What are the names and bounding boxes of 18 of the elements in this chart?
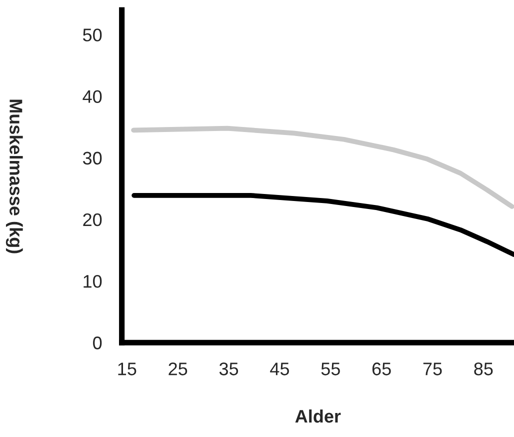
- y-tick-label: 40: [82, 90, 102, 103]
- y-axis-title: Muskelmasse (kg): [6, 100, 23, 254]
- y-tick-label: 10: [84, 274, 102, 288]
- x-tick-label: 85: [474, 362, 493, 376]
- line-series: [131, 126, 514, 209]
- x-tick-label: 35: [219, 362, 238, 376]
- x-tick-label: 15: [118, 362, 136, 376]
- x-tick-label: 75: [423, 362, 442, 376]
- x-axis-title: Alder: [295, 409, 341, 423]
- x-tick-label: 45: [270, 362, 289, 376]
- y-tick-label: 20: [83, 213, 102, 226]
- x-tick-label: 25: [168, 362, 188, 376]
- y-tick-label: 30: [82, 152, 102, 165]
- y-tick-label: 0: [93, 336, 102, 350]
- x-tick-label: 65: [372, 362, 391, 376]
- x-tick-label: 55: [321, 362, 340, 376]
- line-series: [132, 192, 514, 257]
- y-tick-label: 50: [83, 28, 102, 42]
